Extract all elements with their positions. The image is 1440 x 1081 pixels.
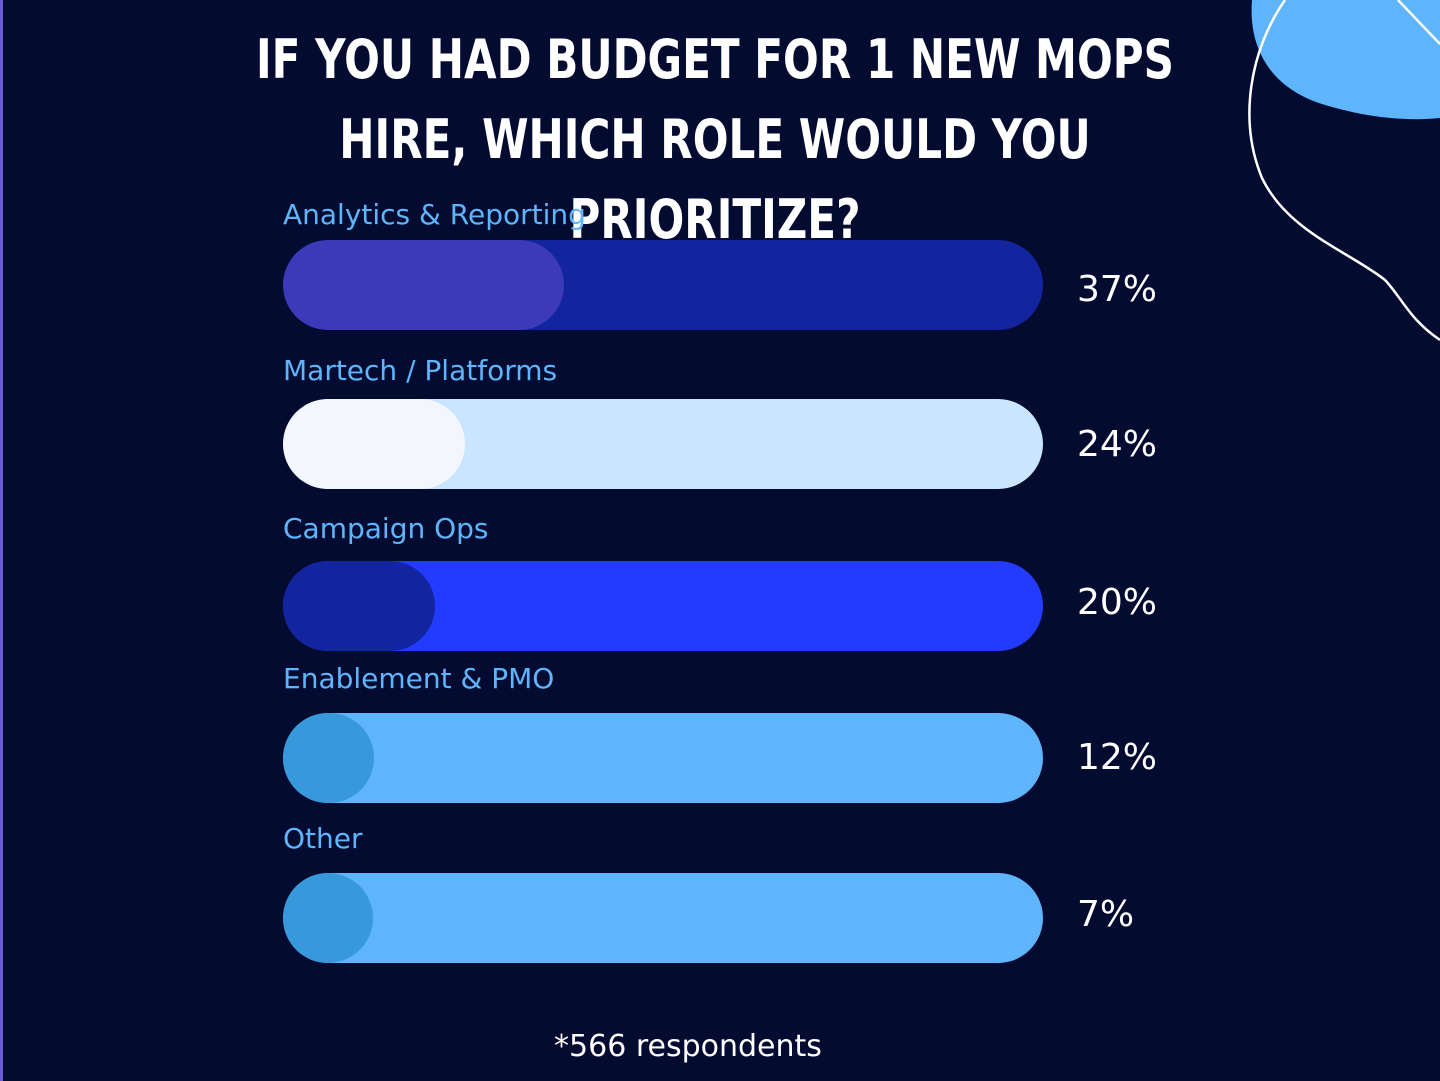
category-label: Other (283, 822, 363, 855)
category-label: Enablement & PMO (283, 662, 555, 695)
bar-fill (283, 873, 373, 963)
value-label: 7% (1077, 894, 1135, 935)
bar-fill (283, 713, 375, 803)
category-label: Martech / Platforms (283, 354, 558, 387)
bar-track (283, 561, 1043, 651)
value-label: 20% (1077, 582, 1158, 623)
value-label: 12% (1077, 737, 1158, 778)
category-label: Analytics & Reporting (283, 198, 586, 231)
bar-track (283, 399, 1043, 489)
bar-track (283, 240, 1043, 330)
category-label: Campaign Ops (283, 512, 489, 545)
value-label: 24% (1077, 424, 1158, 465)
bar-track (283, 873, 1043, 963)
bar-fill (283, 399, 466, 489)
decorative-line (1248, 0, 1440, 342)
bar-fill (283, 561, 435, 651)
respondents-footnote: *566 respondents (554, 1029, 822, 1064)
bar-fill (283, 240, 565, 330)
bar-track (283, 713, 1043, 803)
value-label: 37% (1077, 269, 1158, 310)
decorative-blob (1251, 0, 1440, 120)
decorative-line (1397, 0, 1440, 45)
